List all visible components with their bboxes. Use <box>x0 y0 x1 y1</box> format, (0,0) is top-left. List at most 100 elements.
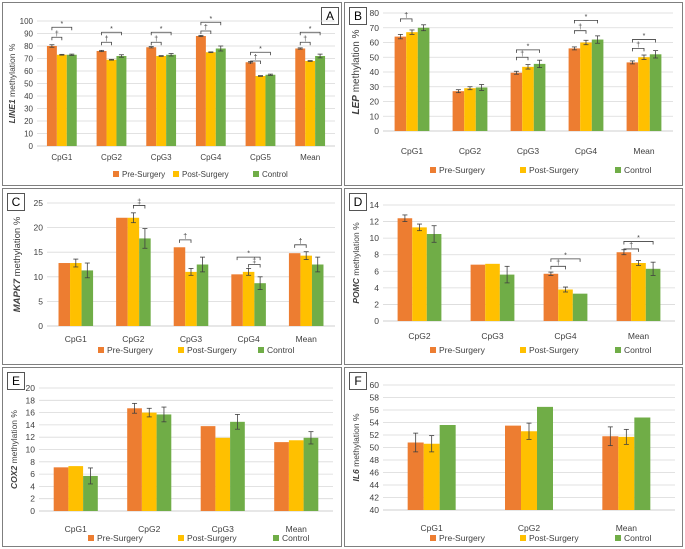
y-tick-label: 40 <box>24 92 33 101</box>
significance-bracket <box>101 41 112 46</box>
bar-cpg1-1 <box>406 32 418 131</box>
bar-cpg3-2 <box>196 264 209 326</box>
legend-swatch-2 <box>615 535 621 541</box>
bar-cpg2-1 <box>464 88 476 131</box>
panel-b: B 0 10 20 30 40 50 60 70 80 LEP methylation % CpG1… <box>344 2 683 186</box>
significance-bracket <box>200 30 212 34</box>
y-tick-label: 20 <box>370 97 380 107</box>
bar-cpg1-2 <box>66 54 77 146</box>
significance-marker: † <box>254 55 258 62</box>
significance-bracket <box>179 239 192 243</box>
legend-swatch-1 <box>520 535 526 541</box>
legend-label: Pre-Surgery <box>122 170 165 179</box>
y-tick-label: 10 <box>34 272 44 282</box>
chart-d: 0 2 4 6 8 10 12 14 POMC methylation % CpG2 CpG3 CpG… <box>351 200 675 355</box>
y-tick-label: 70 <box>24 55 33 64</box>
category-label: CpG5 <box>250 153 271 162</box>
chart-f: 40 42 44 46 48 50 52 54 56 58 60 IL6 methylation % C… <box>351 380 675 543</box>
significance-bracket <box>150 41 162 46</box>
panel-f: F 40 42 44 46 48 50 52 54 56 58 60 IL6 methylation … <box>344 367 683 547</box>
bar-cpg3-1 <box>185 271 197 326</box>
y-tick-label: 40 <box>370 505 380 515</box>
chart-e: 0 2 4 6 8 10 12 14 16 18 20 COX2 methylation % CpG1 C… <box>9 383 333 543</box>
bar-mean-1 <box>305 61 316 146</box>
y-axis-gene: POMC <box>351 277 361 303</box>
significance-bracket <box>200 21 222 26</box>
significance-marker: † <box>105 36 109 43</box>
y-tick-label: 14 <box>26 420 36 430</box>
y-tick-label: 14 <box>370 200 380 210</box>
bar-cpg2-2 <box>537 406 553 510</box>
significance-bracket <box>632 39 656 43</box>
legend-label: Pre-Surgery <box>439 345 486 355</box>
y-tick-label: 90 <box>24 30 33 39</box>
significance-bracket <box>550 258 581 262</box>
y-tick-label: 48 <box>370 455 380 465</box>
panel-f-label: F <box>349 372 367 390</box>
bar-cpg1-0 <box>394 36 407 131</box>
bar-cpg3-2 <box>230 421 245 511</box>
bar-cpg3-1 <box>156 56 167 146</box>
y-tick-label: 25 <box>34 198 44 208</box>
significance-bracket <box>51 26 73 31</box>
y-tick-label: 0 <box>374 316 379 326</box>
significance-bracket <box>250 51 271 56</box>
y-tick-label: 6 <box>374 266 379 276</box>
legend-label: Pre-Surgery <box>97 533 144 543</box>
y-tick-label: 70 <box>370 23 380 33</box>
chart-a: 0 10 20 30 40 50 60 70 80 90 100 LINE1 methylation … <box>7 16 335 179</box>
significance-marker: * <box>60 21 63 28</box>
category-label: CpG2 <box>138 524 160 534</box>
significance-bracket <box>574 19 598 24</box>
legend-swatch-2 <box>273 535 279 541</box>
y-axis-unit: methylation % <box>351 222 361 278</box>
bar-cpg1-2 <box>81 270 94 326</box>
y-tick-label: 40 <box>370 67 380 77</box>
bar-cpg3-0 <box>200 426 216 511</box>
bar-cpg4-2 <box>215 48 226 146</box>
bar-mean-2 <box>645 268 661 321</box>
y-tick-label: 52 <box>370 430 380 440</box>
bar-cpg4-1 <box>580 42 592 131</box>
bar-cpg3-0 <box>173 247 186 326</box>
category-label: CpG1 <box>421 523 443 533</box>
bar-mean-0 <box>295 48 306 146</box>
legend-swatch-1 <box>520 347 526 353</box>
bar-cpg3-2 <box>166 54 177 146</box>
significance-marker: † <box>154 36 158 43</box>
legend-label: Post-Surgery <box>529 533 579 543</box>
y-tick-label: 80 <box>24 42 33 51</box>
significance-marker: * <box>637 235 640 242</box>
bar-mean-2 <box>634 417 651 510</box>
bar-cpg1-2 <box>417 27 430 131</box>
category-label: CpG4 <box>237 334 259 344</box>
y-tick-label: 56 <box>370 405 380 415</box>
significance-bracket <box>248 264 261 268</box>
category-label: CpG3 <box>151 153 172 162</box>
category-label: CpG3 <box>481 331 503 341</box>
y-tick-label: 42 <box>370 493 380 503</box>
bar-cpg1-0 <box>58 263 71 326</box>
panel-c: C 0 5 10 15 20 25 MAPK7 methylation % CpG1 CpG2 C… <box>2 188 342 365</box>
bar-cpg2-2 <box>156 414 172 511</box>
significance-marker: † <box>55 31 59 38</box>
significance-marker: † <box>303 36 307 43</box>
significance-bracket <box>632 48 645 52</box>
bar-cpg2-1 <box>106 59 117 146</box>
bar-cpg1-2 <box>83 475 98 511</box>
category-label: CpG2 <box>101 153 122 162</box>
chart-b: 0 10 20 30 40 50 60 70 80 LEP methylation % CpG1 Cp… <box>351 8 673 175</box>
bar-cpg1-2 <box>439 425 456 510</box>
bar-cpg3-2 <box>499 274 515 321</box>
y-axis-unit: methylation % <box>9 410 19 466</box>
bar-cpg4-2 <box>591 39 604 131</box>
significance-bracket <box>623 248 639 252</box>
significance-bracket <box>623 241 654 245</box>
category-label: CpG1 <box>401 146 423 156</box>
legend-swatch-1 <box>520 167 526 173</box>
y-axis-label: COX2 methylation % <box>9 410 19 489</box>
y-tick-label: 4 <box>30 481 35 491</box>
panel-c-label: C <box>7 193 25 211</box>
legend-swatch-1 <box>178 347 184 353</box>
bar-cpg2-0 <box>452 91 465 131</box>
